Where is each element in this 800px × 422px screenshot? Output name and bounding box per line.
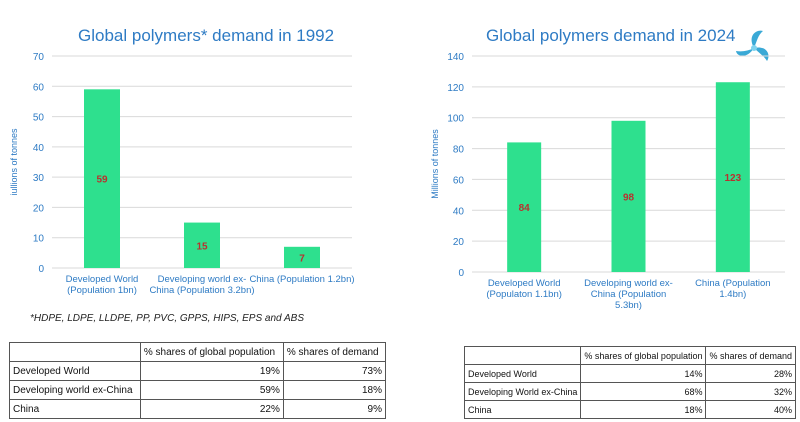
table-cell-demand-share: 9% <box>282 399 387 419</box>
bar <box>715 82 750 272</box>
table-cell-region: Developing world ex-China <box>9 380 141 400</box>
table-header-cell <box>463 346 582 365</box>
table-cell-demand-share: 28% <box>705 364 797 383</box>
table-cell-region: Developed World <box>463 364 582 383</box>
y-axis-label: Millions of tonnes <box>430 129 440 199</box>
table-row: Developed World 19% 73% <box>9 361 387 381</box>
table-header-cell: % shares of global population <box>580 346 707 365</box>
y-tick-label: 70 <box>33 52 45 63</box>
x-tick-label: 5.3bn) <box>615 300 642 311</box>
x-tick-label: China (Population 1.2bn) <box>249 274 354 285</box>
x-tick-label: China (Population <box>695 278 771 289</box>
x-tick-label: Developing world ex- <box>158 274 247 285</box>
y-tick-label: 60 <box>453 175 465 186</box>
table-header-row: % shares of global population % shares o… <box>9 342 387 362</box>
y-tick-label: 0 <box>458 268 464 279</box>
bar <box>84 89 120 268</box>
table-cell-demand-share: 18% <box>282 380 387 400</box>
y-tick-label: 100 <box>447 114 464 125</box>
table-cell-population-share: 19% <box>139 361 284 381</box>
y-tick-label: 140 <box>447 52 464 63</box>
footnote: *HDPE, LDPE, LLDPE, PP, PVC, GPPS, HIPS,… <box>30 313 305 324</box>
swirl-logo-icon <box>736 30 769 61</box>
y-tick-label: 0 <box>38 264 44 275</box>
table-row: China 18% 40% <box>463 400 797 419</box>
data-label: 15 <box>196 241 208 252</box>
y-axis-label: iullions of tonnes <box>9 128 19 196</box>
data-label: 98 <box>623 192 635 203</box>
x-tick-label: (Populaton 1.1bn) <box>486 289 562 300</box>
table-header-cell <box>9 342 141 362</box>
y-tick-label: 40 <box>453 206 465 217</box>
y-tick-label: 20 <box>33 203 45 214</box>
data-label: 59 <box>96 175 108 186</box>
y-tick-label: 60 <box>33 82 45 93</box>
table-cell-population-share: 59% <box>139 380 284 400</box>
table-row: China 22% 9% <box>9 399 387 419</box>
table-cell-population-share: 68% <box>580 382 707 401</box>
table-cell-population-share: 18% <box>580 400 707 419</box>
y-tick-label: 80 <box>453 145 465 156</box>
table-row: Developed World 14% 28% <box>463 364 797 383</box>
table-cell-demand-share: 73% <box>282 361 387 381</box>
table-cell-region: Developing World ex-China <box>463 382 582 401</box>
bar <box>184 222 220 268</box>
table-row: Developing World ex-China 68% 32% <box>463 382 797 401</box>
table-cell-demand-share: 32% <box>705 382 797 401</box>
data-label: 84 <box>519 203 531 214</box>
share-table-1992: % shares of global population % shares o… <box>9 342 387 419</box>
x-tick-label: 1.4bn) <box>719 289 746 300</box>
x-tick-label: China (Population <box>591 289 667 300</box>
y-tick-label: 30 <box>33 173 45 184</box>
chart-2024-title: Global polymers demand in 2024 <box>486 26 736 45</box>
bar <box>611 120 646 272</box>
y-tick-label: 20 <box>453 237 465 248</box>
y-tick-label: 10 <box>33 234 45 245</box>
table-cell-demand-share: 40% <box>705 400 797 419</box>
data-label: 7 <box>299 253 305 264</box>
table-cell-population-share: 22% <box>139 399 284 419</box>
chart-1992: 0 10 20 30 40 50 60 70 iullions of tonnes 59 Devel… <box>9 52 355 296</box>
table-cell-region: Developed World <box>9 361 141 381</box>
chart-2024: 0 20 40 60 80 100 120 140 Millions of tonnes 84 De… <box>430 52 785 311</box>
table-cell-population-share: 14% <box>580 364 707 383</box>
table-cell-region: China <box>9 399 141 419</box>
bar <box>284 246 320 268</box>
data-label: 123 <box>724 173 741 184</box>
chart-1992-title: Global polymers* demand in 1992 <box>78 26 335 45</box>
x-tick-label: (Population 1bn) <box>67 285 137 296</box>
share-table-2024: % shares of global population % shares o… <box>463 346 797 419</box>
bar <box>507 142 542 272</box>
x-tick-label: China (Population 3.2bn) <box>149 285 254 296</box>
table-row: Developing world ex-China 59% 18% <box>9 380 387 400</box>
table-header-cell: % shares of global population <box>139 342 284 362</box>
y-tick-label: 50 <box>33 113 45 124</box>
table-cell-region: China <box>463 400 582 419</box>
table-header-row: % shares of global population % shares o… <box>463 346 797 365</box>
table-header-cell: % shares of demand <box>282 342 387 362</box>
table-header-cell: % shares of demand <box>705 346 797 365</box>
x-tick-label: Developed World <box>488 278 561 289</box>
y-tick-label: 120 <box>447 83 464 94</box>
y-tick-label: 40 <box>33 143 45 154</box>
x-tick-label: Developed World <box>66 274 139 285</box>
x-tick-label: Developing world ex- <box>584 278 673 289</box>
